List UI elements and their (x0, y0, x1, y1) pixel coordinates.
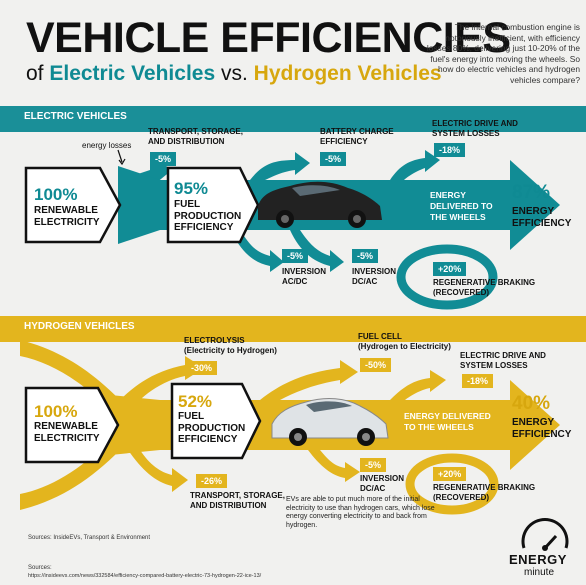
page-subtitle: of Electric Vehicles vs. Hydrogen Vehicl… (26, 62, 442, 86)
sources-url[interactable]: https://insideevs.com/news/332584/effici… (28, 573, 262, 579)
h2-electrolysis-arrow (120, 356, 204, 400)
h2-electrolysis-pct: -30% (186, 361, 218, 375)
h2-note: EVs are able to put much more of the ini… (286, 496, 435, 529)
energy-losses-pointer (117, 149, 123, 163)
h2-fuel-pct: 52% (178, 392, 213, 411)
h2-band (0, 316, 586, 342)
h2-renew-pct: 100% (34, 402, 78, 421)
intro-text: The internal combustion engine is notori… (426, 22, 580, 85)
h2-drive-pct: -18% (462, 374, 494, 388)
ev-fuel-label: FUEL PRODUCTION EFFICIENCY (174, 199, 242, 233)
h2-final-label: ENERGY EFFICIENCY (512, 417, 572, 440)
ev-inv1-pct: -5% (282, 249, 309, 263)
h2-renew-label: RENEWABLE ELECTRICITY (34, 421, 100, 444)
subtitle-of: of (26, 62, 50, 85)
h2-regen-loop (405, 453, 499, 515)
ev-transport-label: TRANSPORT, STORAGE, AND DISTRIBUTION (148, 127, 243, 146)
subtitle-vs: vs. (215, 62, 254, 85)
h2-inversion-pct: -5% (360, 458, 387, 472)
sources-label: Sources: (28, 565, 52, 571)
h2-delivered-label: ENERGY DELIVERED TO THE WHEELS (404, 411, 491, 432)
h2-cell-label: FUEL CELL (Hydrogen to Electricity) (358, 332, 451, 351)
ev-inv1-label: INVERSION AC/DC (282, 267, 327, 286)
logo-bottom: minute (524, 567, 555, 578)
ev-renewable-box (24, 166, 122, 244)
ev-battery-loss-arrow (250, 152, 310, 180)
logo-top: ENERGY (509, 552, 567, 567)
ev-energy-losses-label: energy losses (82, 141, 132, 150)
ev-battery-label: BATTERY CHARGE EFFICIENCY (320, 127, 394, 146)
h2-transport-pct: -26% (196, 474, 228, 488)
h2-fuel-label: FUEL PRODUCTION EFFICIENCY (178, 411, 246, 445)
ev-regen-pct: +20% (433, 262, 467, 276)
ev-inversion2-arrow (290, 230, 344, 272)
ev-drive-pct: -18% (434, 143, 466, 157)
h2-drive-label: ELECTRIC DRIVE AND SYSTEM LOSSES (460, 351, 546, 370)
h2-renewable-box (24, 386, 120, 464)
h2-inversion-arrow (308, 450, 360, 482)
ev-drive-loss-arrow (390, 150, 440, 180)
ev-final-label: ENERGY EFFICIENCY (512, 206, 572, 229)
ev-renew-label: RENEWABLE ELECTRICITY (34, 205, 100, 228)
ev-transport-pct: -5% (150, 152, 177, 166)
ev-inv2-label: INVERSION DC/AC (352, 267, 397, 286)
ev-delivered-label: ENERGY DELIVERED TO THE WHEELS (430, 190, 493, 222)
ev-battery-pct: -5% (320, 152, 347, 166)
ev-regen-label: REGENERATIVE BRAKING (RECOVERED) (433, 278, 536, 297)
h2-cell-loss-arrow (260, 360, 358, 400)
h2-transport-loss-arrow (128, 450, 188, 492)
ev-fuel-box (166, 166, 260, 244)
subtitle-ev: Electric Vehicles (49, 62, 216, 85)
h2-regen-label: REGENERATIVE BRAKING (RECOVERED) (433, 483, 536, 502)
ev-regen-loop (396, 244, 498, 310)
h2-regen-pct: +20% (433, 467, 467, 481)
energy-minute-logo (521, 517, 569, 551)
page-title: VEHICLE EFFICIENCIES (26, 14, 511, 62)
ev-renew-pct: 100% (34, 185, 78, 204)
ev-fuel-pct: 95% (174, 179, 209, 198)
h2-band-label: HYDROGEN VEHICLES (24, 321, 135, 332)
ev-band-label: ELECTRIC VEHICLES (24, 111, 127, 122)
h2-drive-loss-arrow (390, 370, 446, 400)
h2-inversion-label: INVERSION DC/AC (360, 474, 405, 493)
ev-inversion1-arrow (230, 230, 284, 272)
sources-short: Sources: InsideEVs, Transport & Environm… (28, 535, 151, 541)
h2-car (271, 398, 389, 446)
ev-band (0, 106, 586, 132)
h2-fuel-box (170, 382, 262, 460)
h2-final-pct: 40% (512, 393, 551, 414)
h2-transport-label: TRANSPORT, STORAGE, AND DISTRIBUTION (190, 491, 285, 510)
ev-inv2-pct: -5% (352, 249, 379, 263)
h2-cell-pct: -50% (360, 358, 392, 372)
subtitle-hydrogen: Hydrogen Vehicles (253, 62, 442, 85)
ev-drive-label: ELECTRIC DRIVE AND SYSTEM LOSSES (432, 119, 518, 138)
h2-electrolysis-label: ELECTROLYSIS (Electricity to Hydrogen) (184, 336, 277, 355)
ev-final-pct: 87% (512, 182, 551, 203)
ev-car (258, 181, 382, 228)
